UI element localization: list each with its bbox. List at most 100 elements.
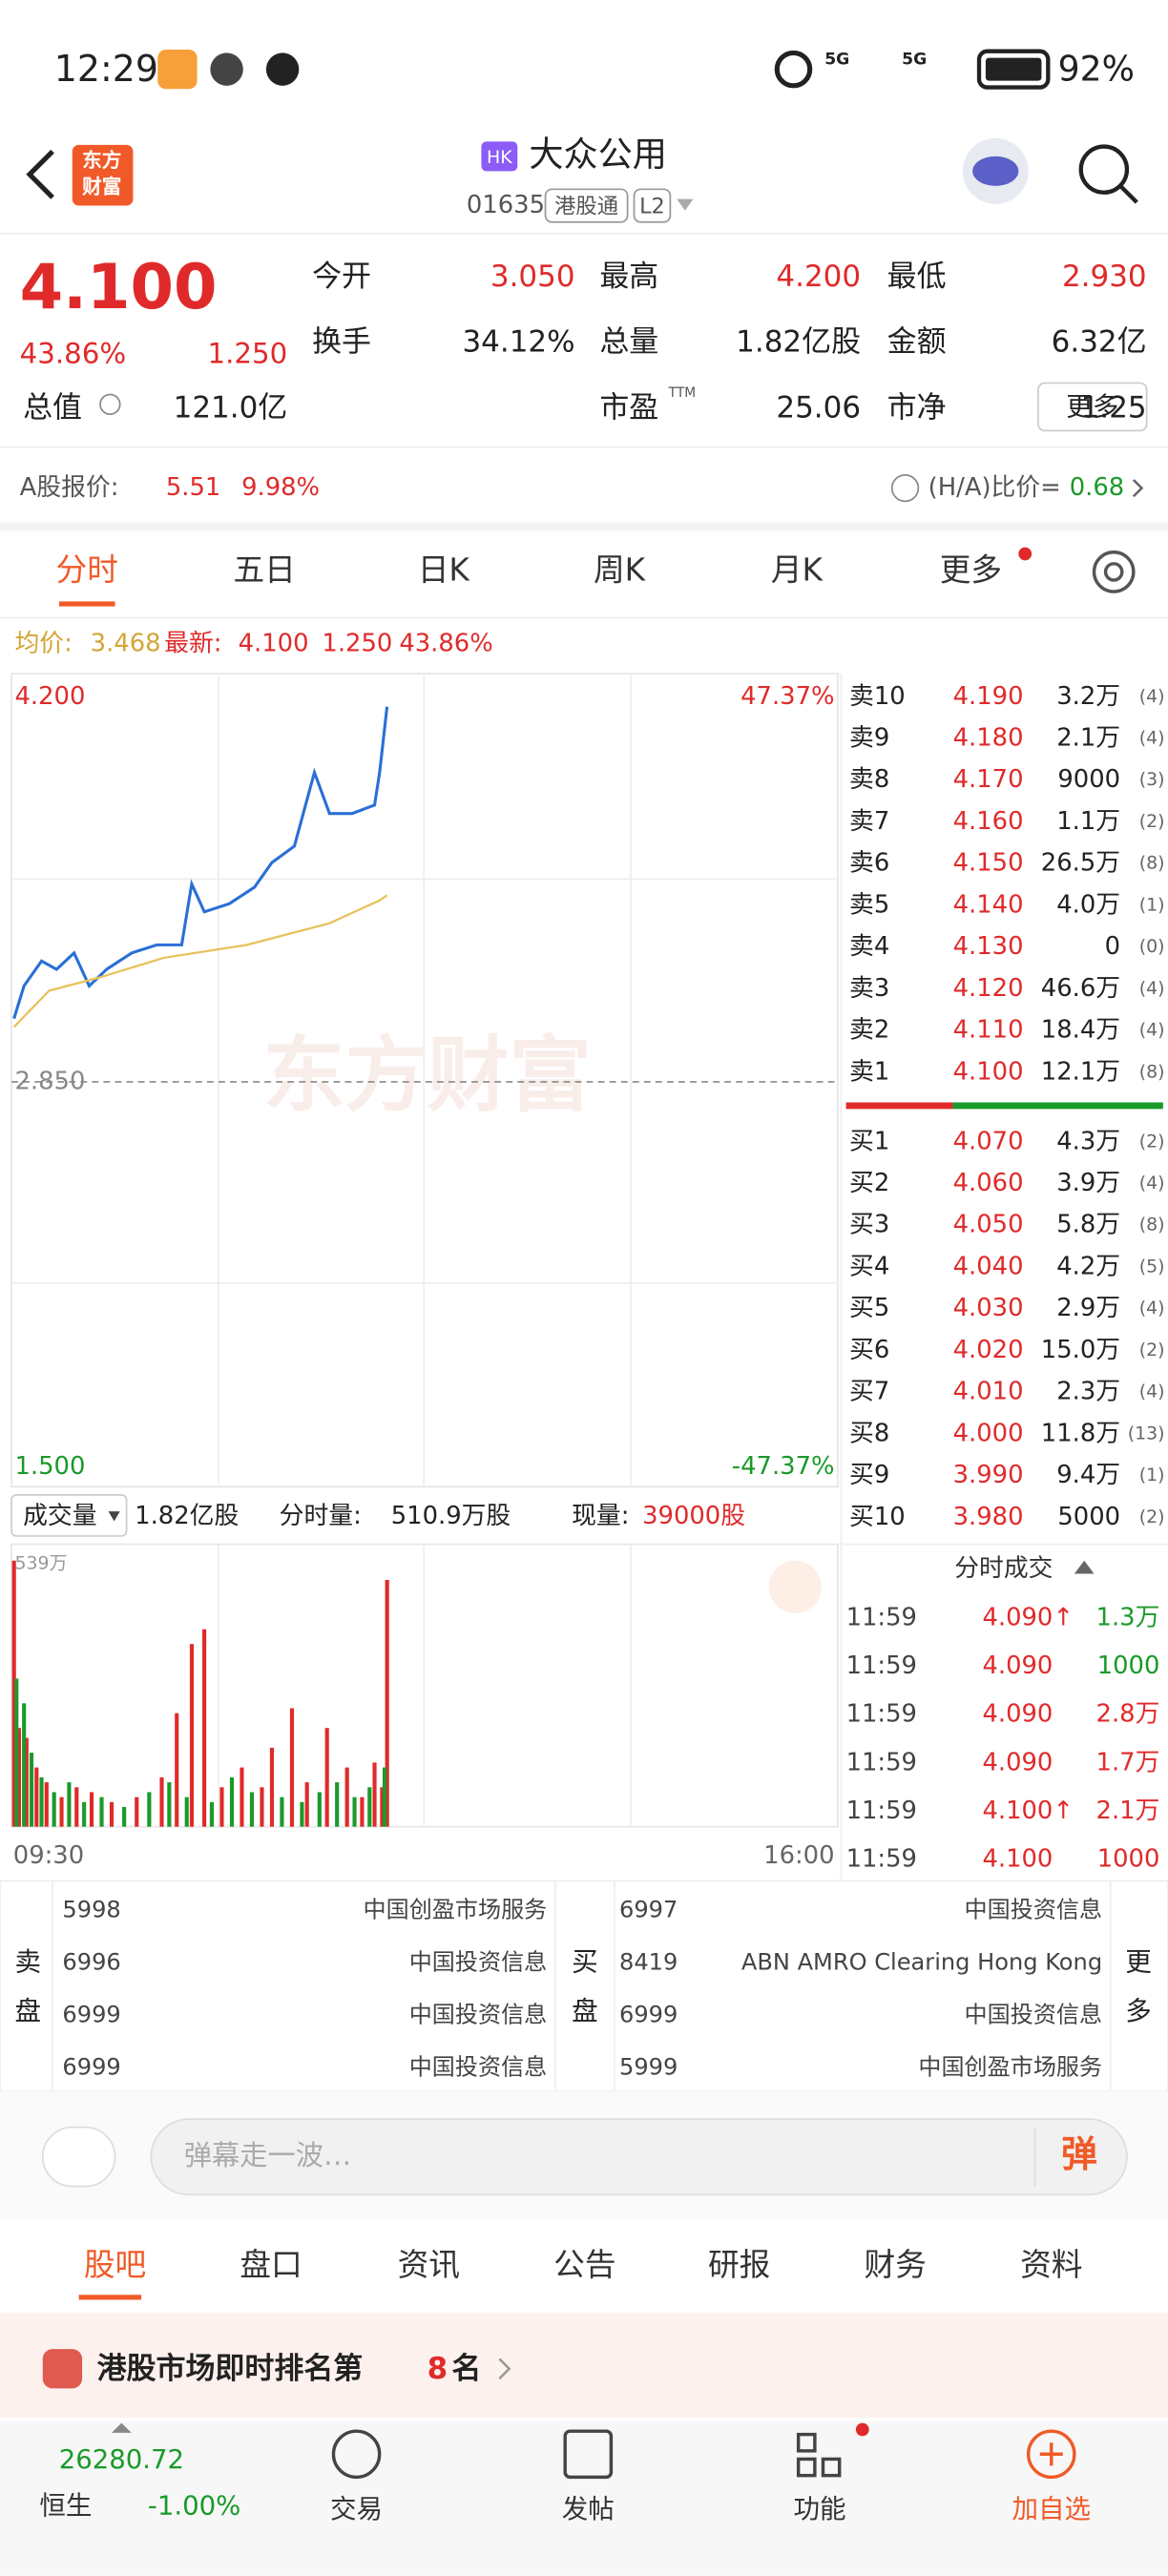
watermark: 东方财富 (262, 1028, 591, 1124)
nav-item[interactable]: 交易 (330, 2494, 383, 2524)
more[interactable]: 更 (1125, 1947, 1152, 1978)
trade-volume: 1000 (1097, 1652, 1160, 1680)
menu-button[interactable] (41, 2126, 116, 2188)
bottom-tab[interactable]: 资料 (1020, 2247, 1082, 2283)
book-price: 4.130 (953, 932, 1024, 961)
search-button[interactable] (1078, 144, 1130, 195)
bottom-tab[interactable]: 公告 (553, 2247, 615, 2283)
battery (976, 49, 1051, 90)
trade-icon[interactable] (331, 2429, 382, 2480)
volume-bar (14, 1678, 19, 1827)
book-count: (4) (1139, 1381, 1165, 1402)
nav-item[interactable]: 功能 (794, 2494, 846, 2524)
tag: 港股通 (554, 195, 618, 219)
y-tick-label: 1.500 (14, 1452, 85, 1481)
volume-selector[interactable]: 成交量 (23, 1502, 96, 1530)
more-button[interactable] (1037, 382, 1148, 432)
tab[interactable]: 分时 (56, 551, 118, 588)
bottom-tab[interactable]: 财务 (865, 2247, 927, 2283)
price-line (12, 894, 388, 1028)
book-label: 卖8 (849, 765, 889, 794)
banner-icon (42, 2349, 83, 2389)
minute-volume: 510.9万股 (391, 1502, 511, 1530)
volume-bar (382, 1767, 387, 1827)
y-tick-label: 2.850 (14, 1067, 85, 1095)
price-line (12, 706, 389, 1020)
bottom-tab[interactable]: 股吧 (84, 2247, 146, 2283)
book-volume: 1.1万 (1056, 807, 1120, 836)
book-volume: 5.8万 (1056, 1211, 1120, 1239)
nav-bar (0, 2420, 1168, 2576)
index-name: 恒生 (39, 2490, 92, 2521)
book-count: (13) (1128, 1423, 1165, 1444)
tab[interactable]: 更多 (940, 551, 1002, 588)
book-volume: 46.6万 (1041, 974, 1120, 1003)
search-handle (1118, 184, 1138, 204)
field-label: 总值 (23, 390, 82, 425)
book-label: 买2 (849, 1169, 889, 1197)
volume-selector[interactable] (10, 1494, 128, 1537)
dropdown[interactable] (677, 198, 694, 211)
expand-button[interactable] (768, 1560, 822, 1613)
book-label: 卖6 (849, 849, 889, 878)
trade-time: 11:59 (846, 1797, 917, 1825)
broker-id: 5998 (62, 1896, 120, 1922)
tab[interactable]: 五日 (233, 551, 295, 588)
book-count: (2) (1139, 1340, 1165, 1361)
volume-bar (44, 1782, 49, 1827)
tab[interactable]: 月K (771, 551, 824, 588)
field-label: 金额 (887, 325, 947, 360)
field-label: 总量 (599, 325, 658, 360)
qq-icon (265, 52, 300, 86)
trade-price: 4.100↑ (982, 1797, 1074, 1825)
help-icon[interactable] (890, 473, 920, 503)
volume-bar (209, 1801, 215, 1827)
nav-item[interactable]: 发帖 (562, 2494, 615, 2524)
volume-bar (29, 1753, 34, 1827)
volume-tick-label: 539万 (14, 1553, 67, 1574)
book-volume: 5000 (1057, 1503, 1120, 1531)
comment-input[interactable] (150, 2118, 1128, 2196)
bid-bar (952, 1102, 1163, 1110)
book-volume: 3.9万 (1056, 1169, 1120, 1197)
network: 5G (824, 50, 849, 69)
danmaku-button[interactable]: 弹 (1061, 2133, 1097, 2175)
red-dot (1018, 547, 1032, 561)
back-button[interactable] (26, 149, 54, 199)
bottom-tab[interactable]: 盘口 (240, 2247, 302, 2283)
banner-rank: 8 (428, 2352, 448, 2386)
book-volume: 18.4万 (1041, 1016, 1120, 1045)
settings-core (1103, 562, 1124, 582)
post-icon[interactable] (563, 2429, 614, 2480)
grid (11, 674, 838, 1827)
func-icon[interactable] (796, 2432, 817, 2453)
field-value: 34.12% (462, 325, 574, 360)
info-pct: 43.86% (399, 630, 492, 658)
ratio-label: (H/A)比价= (928, 473, 1061, 502)
tab[interactable]: 日K (418, 551, 471, 588)
more-button[interactable]: 更多 (1066, 391, 1118, 422)
book-label: 卖4 (849, 932, 889, 961)
field-value: 1.82亿股 (736, 325, 861, 360)
sort-icon[interactable] (1074, 1560, 1095, 1574)
book-volume: 26.5万 (1041, 849, 1120, 878)
banner[interactable] (0, 2313, 1168, 2419)
book-price: 4.190 (953, 682, 1024, 711)
settings-button[interactable] (1092, 551, 1136, 593)
nav-item[interactable]: 加自选 (1012, 2494, 1091, 2524)
bottom-tab[interactable]: 资讯 (398, 2247, 460, 2283)
more[interactable]: 多 (1125, 1996, 1152, 2026)
ask-bar (845, 1102, 953, 1110)
tab[interactable]: 周K (594, 551, 647, 588)
volume-bar (159, 1776, 164, 1827)
trade-time: 11:59 (846, 1700, 917, 1729)
y2-tick-label: -47.37% (732, 1452, 835, 1481)
logo-text: 财富 (82, 176, 121, 198)
add-icon[interactable] (1026, 2429, 1076, 2480)
trade-price: 4.090 (982, 1748, 1053, 1776)
volume-bar (385, 1579, 389, 1827)
book-count: (4) (1139, 1020, 1165, 1041)
bottom-tab[interactable]: 研报 (708, 2247, 770, 2283)
chevron[interactable] (1132, 479, 1144, 498)
info-icon[interactable] (99, 393, 121, 416)
